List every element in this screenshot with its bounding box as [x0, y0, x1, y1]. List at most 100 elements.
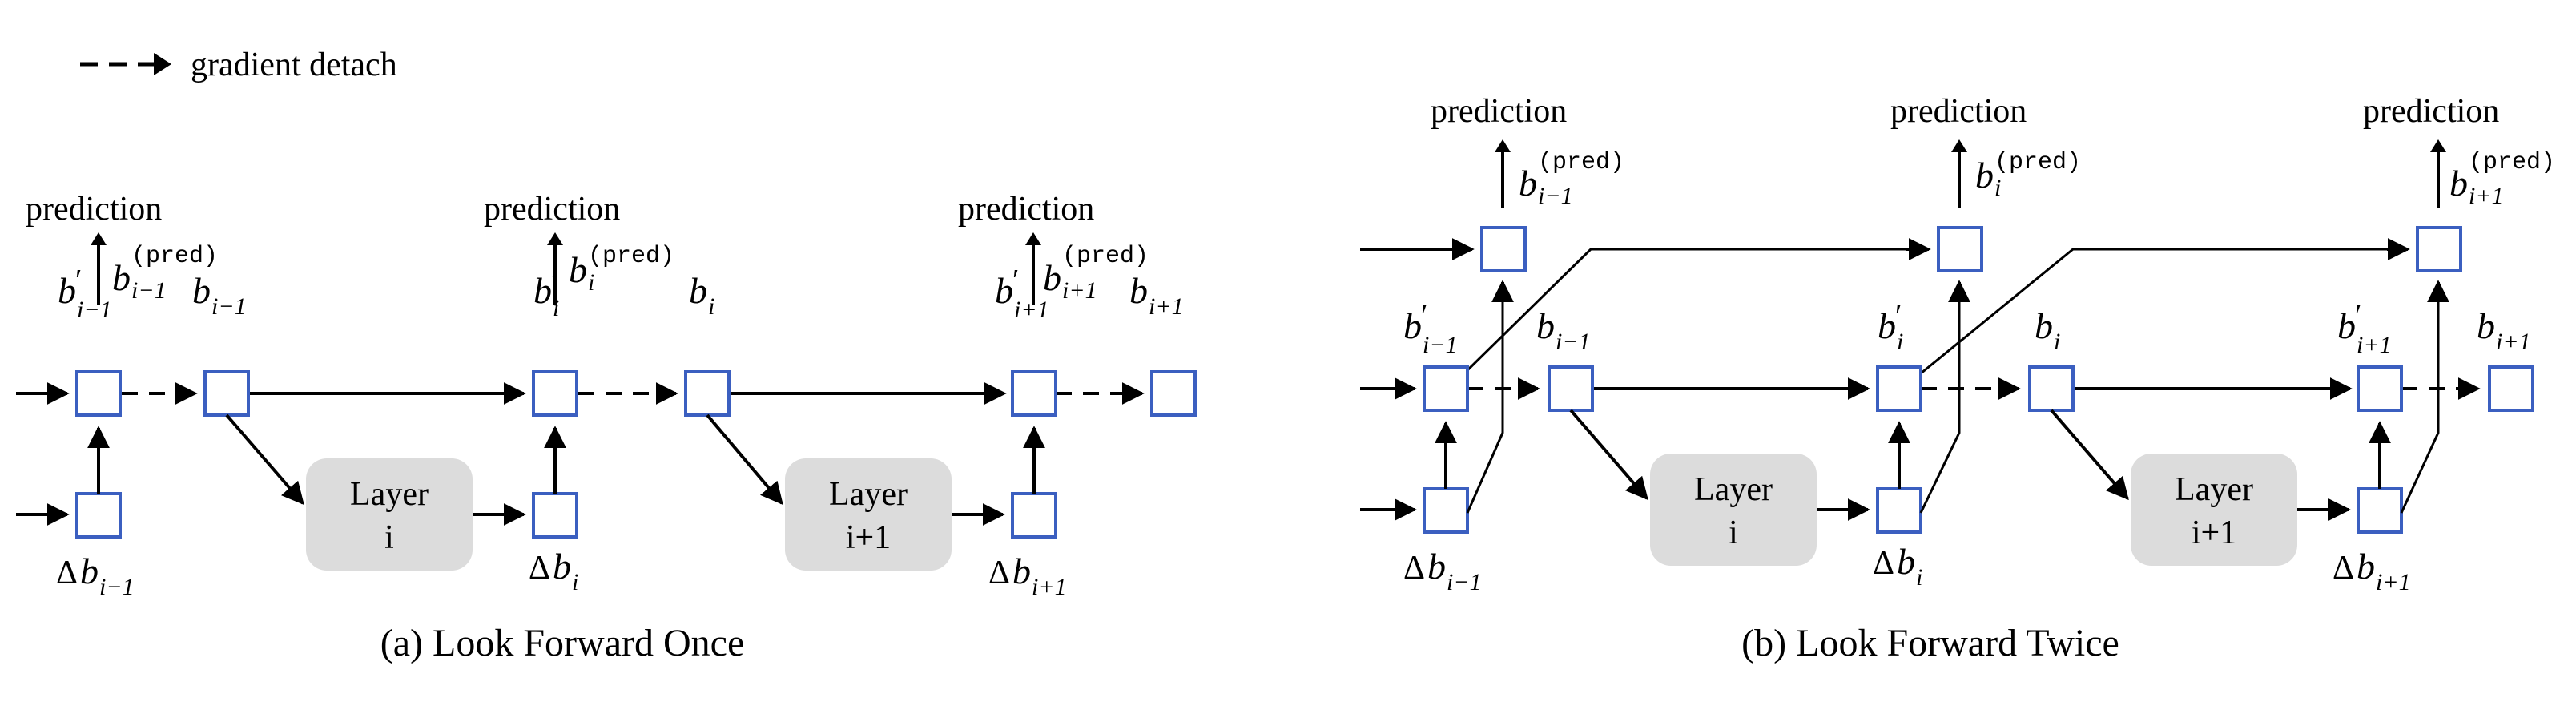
label-b-sub-bprime-i: i	[1897, 329, 1903, 355]
label-b-delta-b-ip1: b	[2357, 546, 2375, 587]
box-delta-b-ip1	[1011, 492, 1057, 539]
label-sub-bprime-im1: i−1	[77, 297, 112, 323]
label-delta-b-i: Δ b i	[529, 546, 578, 595]
label-bprime-ip1: b ′ i+1	[995, 264, 1049, 323]
caption-a: (a) Look Forward Once	[380, 622, 745, 664]
label-delta-sym-im1: Δ	[56, 555, 78, 591]
label-b-b-b-i: b	[2035, 305, 2053, 346]
label-sub-bprime-i: i	[553, 295, 559, 321]
pred-arrowhead-ip1	[1025, 232, 1041, 245]
layer-b-i-index: i	[1729, 514, 1738, 551]
edge-b-delta-ip1-to-pred-line	[2400, 284, 2440, 514]
panel-look-forward-once: prediction prediction prediction b (pred…	[16, 191, 1197, 664]
label-bprime-i: b ′ i	[533, 264, 559, 321]
label-delta-b-sym-im1: b	[80, 551, 99, 591]
label-delta-b-sym-i: b	[553, 546, 571, 587]
label-b-delta-sub-im1: i−1	[1447, 569, 1482, 595]
label-b-bprime-im1: b ′ i−1	[1403, 299, 1458, 358]
label-delta-sub-im1: i−1	[99, 574, 135, 600]
legend: gradient detach	[80, 46, 397, 83]
bpred-sup-i: (pred)	[588, 243, 674, 270]
bpred-label-im1: b (pred) i−1	[112, 243, 218, 304]
bpred-b-b-im1: b	[1519, 163, 1537, 204]
label-delta-b-im1: Δ b i−1	[56, 551, 135, 600]
label-b-sub-b-im1: i−1	[1556, 329, 1591, 355]
label-b-im1: b i−1	[192, 270, 247, 320]
prediction-label-im1: prediction	[26, 191, 162, 228]
label-prime-bprime-ip1: ′	[1012, 264, 1019, 297]
label-b-bprime-ip1: b	[995, 270, 1013, 311]
label-b-sub-bprime-ip1: i+1	[2357, 332, 2392, 358]
bpred-label-i: b (pred) i	[569, 243, 674, 296]
label-b-b-b-im1: b	[1536, 305, 1555, 346]
edge-bprime-i-to-pred-ip1-line	[1920, 248, 2408, 375]
box-delta-b-im1	[75, 492, 122, 539]
label-b-delta-sym-ip1: Δ	[2332, 550, 2354, 587]
label-b-prime-bprime-im1: ′	[1421, 299, 1427, 333]
layer-i-title: Layer	[350, 476, 429, 513]
label-b-b-b-ip1: b	[2477, 305, 2495, 346]
bpred-b-i: b	[569, 249, 587, 290]
edge-b-i-to-layer-ip1	[706, 413, 783, 506]
layer-b-ip1-index: i+1	[2192, 514, 2236, 551]
pred-b-arrowhead-i	[1951, 139, 1967, 152]
bpred-sup-ip1: (pred)	[1062, 243, 1149, 270]
label-sub-b-im1: i−1	[211, 293, 247, 320]
box-b-b-ip1	[2488, 365, 2534, 412]
label-b-delta-i: Δ b i	[1873, 541, 1922, 591]
bpred-sub-ip1: i+1	[1062, 277, 1097, 304]
label-b-ip1: b i+1	[1129, 270, 1184, 320]
bpred-b-sub-ip1: i+1	[2469, 183, 2504, 209]
label-b-b-im1: b i−1	[1536, 305, 1591, 355]
layer-ip1-index: i+1	[846, 519, 891, 556]
panel-look-forward-twice: prediction prediction prediction b (pred…	[1360, 93, 2555, 664]
layer-i-block	[306, 458, 473, 571]
box-b-i	[684, 370, 731, 417]
edge-b-b-im1-to-layer-i	[1569, 409, 1648, 501]
label-b-bprime-im1: b	[58, 270, 76, 311]
layer-ip1-block	[785, 458, 952, 571]
label-b-b-bprime-ip1: b	[2337, 305, 2356, 346]
pred-arrowhead-im1	[91, 232, 107, 245]
label-b-delta-im1: Δ b i−1	[1403, 546, 1482, 595]
label-b-sub-bprime-im1: i−1	[1423, 332, 1458, 358]
box-b-bprime-im1	[1423, 365, 1469, 412]
box-delta-b-i	[532, 492, 578, 539]
caption-b: (b) Look Forward Twice	[1741, 622, 2119, 664]
label-prime-bprime-im1: ′	[75, 264, 82, 297]
layer-b-i-title: Layer	[1694, 471, 1773, 508]
label-b-delta-sub-i: i	[1916, 564, 1922, 591]
layer-b-ip1-title: Layer	[2175, 471, 2253, 508]
label-b-b-i: b i	[2035, 305, 2060, 355]
bpred-b-label-i: b (pred) i	[1975, 149, 2081, 201]
layer-b-ip1-block	[2131, 454, 2297, 566]
box-b-delta-im1	[1423, 487, 1469, 534]
prediction-b-label-im1: prediction	[1431, 93, 1567, 130]
label-sub-b-i: i	[708, 293, 714, 320]
label-delta-b-sym-ip1: b	[1012, 551, 1031, 591]
bpred-b-sub-im1: i−1	[1538, 183, 1573, 209]
label-bprime-im1: b ′ i−1	[58, 264, 112, 323]
bpred-b-sup-im1: (pred)	[1538, 149, 1624, 176]
bpred-b-sub-i: i	[1994, 175, 2001, 201]
prediction-b-label-i: prediction	[1890, 93, 2027, 130]
label-delta-sub-i: i	[572, 569, 578, 595]
box-b-bprime-i	[1876, 365, 1922, 412]
edge-b-im1-to-layer-i	[225, 413, 304, 506]
bpred-b-b-i: b	[1975, 155, 1994, 196]
bpred-label-ip1: b (pred) i+1	[1043, 243, 1149, 304]
box-b-bprime-ip1	[2357, 365, 2403, 412]
label-b-b-im1: b	[192, 270, 211, 311]
box-bprime-i	[532, 370, 578, 417]
legend-label: gradient detach	[191, 46, 397, 83]
label-sub-b-ip1: i+1	[1149, 293, 1184, 320]
label-b-sub-b-ip1: i+1	[2496, 329, 2531, 355]
label-delta-sym-i: Δ	[529, 550, 550, 587]
label-b-bprime-i: b	[533, 270, 552, 311]
label-b-bprime-i: b ′ i	[1878, 299, 1903, 355]
layer-ip1-title: Layer	[829, 476, 908, 513]
box-bprime-im1	[75, 370, 122, 417]
box-pred-ip1	[2416, 226, 2462, 272]
box-b-ip1	[1150, 370, 1197, 417]
